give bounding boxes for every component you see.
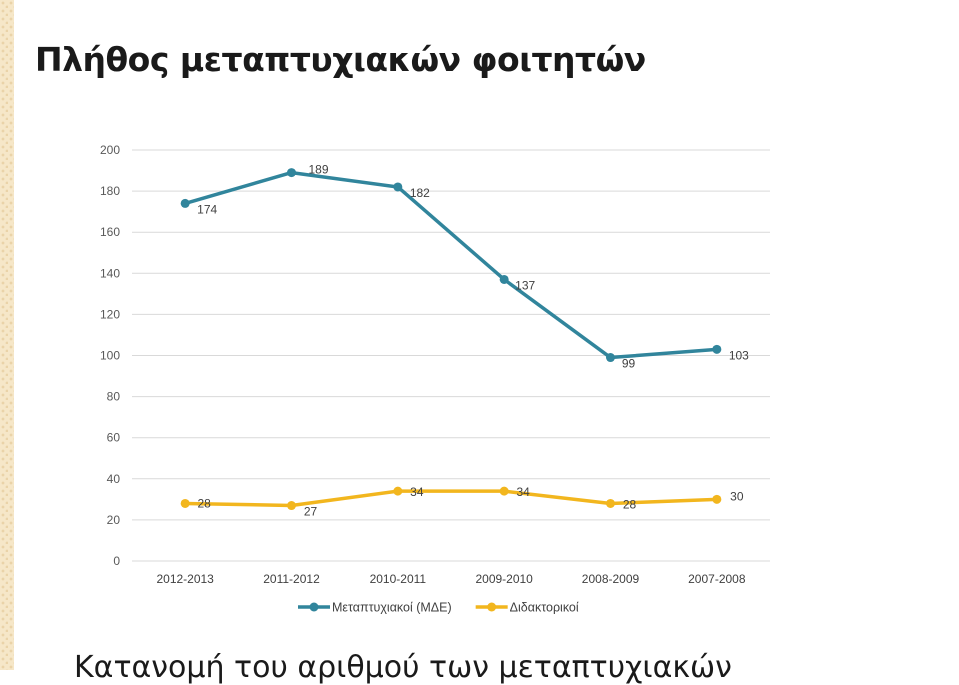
data-label: 189 (308, 163, 328, 177)
data-point (712, 344, 722, 354)
data-point (180, 198, 190, 208)
y-tick-label: 0 (113, 554, 120, 568)
data-label: 34 (410, 485, 424, 499)
legend-label: Μεταπτυχιακοί (ΜΔΕ) (332, 601, 452, 615)
x-axis-ticks: 2012-2013 2011-2012 2010-2011 2009-2010 2008… (156, 572, 745, 586)
series-layer: 174 189 182 137 99 103 28 27 34 34 28 30 (180, 163, 749, 519)
y-tick-label: 20 (107, 513, 121, 527)
series-line (183, 170, 719, 360)
y-tick-label: 40 (107, 472, 121, 486)
slide-bottom-text: Κατανομή του αριθμού των μεταπτυχιακών (74, 650, 732, 685)
x-tick-label: 2009-2010 (475, 572, 533, 586)
y-tick-label: 140 (100, 266, 120, 280)
data-point (606, 498, 615, 508)
y-tick-label: 180 (100, 184, 120, 198)
side-decoration (0, 0, 14, 670)
data-label: 182 (410, 186, 430, 200)
y-tick-label: 160 (100, 225, 120, 239)
data-label: 99 (622, 357, 636, 371)
data-label: 34 (516, 485, 530, 499)
y-tick-label: 100 (100, 349, 120, 363)
data-label: 103 (729, 348, 749, 362)
data-point (393, 182, 403, 192)
data-point (180, 498, 190, 508)
x-tick-label: 2008-2009 (582, 572, 640, 586)
data-label: 137 (515, 278, 535, 292)
y-tick-label: 200 (100, 143, 120, 157)
y-tick-label: 80 (107, 390, 121, 404)
y-tick-label: 120 (100, 307, 120, 321)
data-point (606, 353, 615, 363)
legend-swatch-marker (309, 602, 319, 612)
data-point (499, 486, 509, 496)
slide-title: Πλήθος μεταπτυχιακών φοιτητών (35, 40, 646, 79)
x-tick-label: 2012-2013 (156, 572, 214, 586)
data-label: 28 (197, 496, 211, 510)
legend-label: Διδακτορικοί (510, 601, 579, 615)
data-point (499, 274, 509, 284)
x-tick-label: 2011-2012 (263, 572, 320, 586)
data-point (287, 168, 296, 178)
x-tick-label: 2010-2011 (370, 572, 427, 586)
data-label: 174 (197, 202, 217, 216)
data-label: 30 (730, 489, 744, 503)
data-point (393, 486, 403, 496)
data-label: 27 (304, 505, 318, 519)
legend: Μεταπτυχιακοί (ΜΔΕ) Διδακτορικοί (298, 601, 579, 615)
data-point (712, 494, 722, 504)
data-label: 28 (623, 497, 637, 511)
grid-layer (132, 149, 770, 562)
legend-swatch-marker (487, 602, 497, 612)
y-tick-label: 60 (107, 431, 121, 445)
data-point (287, 501, 296, 511)
x-tick-label: 2007-2008 (688, 572, 746, 586)
series-line (183, 489, 719, 508)
